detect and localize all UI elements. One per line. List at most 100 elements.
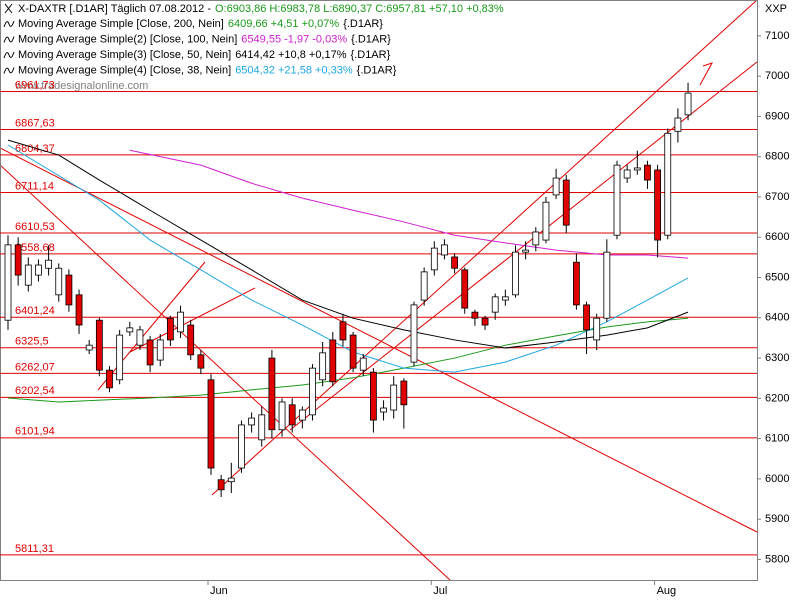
candle-body (471, 311, 479, 319)
level-label: 6961,73 (15, 79, 55, 91)
y-tick-label: 5800 (765, 553, 789, 565)
candle-body (55, 267, 63, 296)
candle-body (633, 167, 641, 171)
y-tick-label: 7100 (765, 30, 789, 42)
legend-name: Moving Average Simple(3) [Close, 50, Nei… (18, 49, 231, 61)
candle-body (35, 264, 42, 276)
candle-body (329, 339, 337, 383)
x-tick-label: Jun (210, 585, 228, 597)
candle-body (166, 317, 174, 341)
candle-body (623, 169, 631, 179)
plot-frame (0, 0, 758, 581)
candle-body (268, 357, 276, 431)
level-label: 6262,07 (15, 361, 55, 373)
trend-line (97, 261, 206, 391)
y-tick-label: 5900 (765, 513, 789, 525)
legend-name: Moving Average Simple(2) [Close, 100, Ne… (18, 33, 237, 45)
candle-body (197, 354, 205, 369)
y-tick-label: 6800 (765, 151, 789, 163)
y-tick-label: 6000 (765, 473, 789, 485)
legend-row: Moving Average Simple(4) [Close, 38, Nei… (18, 64, 397, 76)
y-tick-label: 6900 (765, 110, 789, 122)
y-tick-label: 6200 (765, 392, 789, 404)
candle-body (227, 477, 235, 483)
candle-body (593, 317, 601, 341)
candle-body (146, 339, 154, 366)
candle-body (75, 294, 83, 326)
candle-body (349, 334, 357, 369)
y-axis-label: XXP (765, 3, 787, 15)
level-label: 6101,94 (15, 426, 55, 438)
candle-body (390, 384, 398, 411)
candle-body (126, 327, 134, 333)
candle-body (491, 296, 499, 313)
legend-row: Moving Average Simple(2) [Close, 100, Ne… (18, 33, 391, 45)
trend-line (0, 147, 758, 533)
candle-body (156, 339, 164, 361)
candle-body (65, 274, 73, 306)
candle-body (684, 92, 692, 116)
moving-average-line (129, 149, 689, 259)
candle-body (369, 371, 377, 421)
candle-body (461, 269, 469, 309)
candle-body (583, 304, 590, 331)
candle-body (217, 479, 225, 491)
level-label: 6711,14 (15, 180, 54, 192)
legend-icon (3, 20, 15, 28)
candle-body (45, 259, 52, 269)
level-label: 6867,63 (15, 117, 55, 129)
candle-body (24, 264, 32, 286)
candle-body (339, 321, 347, 341)
level-label: 6401,24 (15, 305, 55, 317)
candle-body (664, 132, 672, 236)
legend-icon (4, 3, 13, 14)
level-label: 6804,37 (15, 143, 55, 155)
candle-body (248, 417, 256, 426)
candle-body (501, 296, 509, 301)
level-label: 6558,68 (15, 242, 55, 254)
y-tick-label: 6700 (765, 191, 789, 203)
candle-body (400, 380, 408, 406)
legend-icon (3, 67, 15, 74)
x-tick-label: Jul (433, 585, 447, 597)
legend-value: 6409,66 +4,51 +0,07% (228, 18, 340, 30)
candle-body (238, 424, 245, 469)
legend-value: 6549,55 -1,97 -0,03% (241, 33, 347, 45)
candle-body (4, 244, 12, 321)
candle-body (522, 249, 530, 253)
arrow (699, 62, 714, 86)
candle-body (288, 404, 296, 426)
candle-body (603, 251, 611, 319)
candle-body (613, 164, 621, 236)
candle-body (532, 231, 540, 246)
legend-value: 6504,32 +21,58 +0,33% (235, 64, 353, 76)
candle-body (420, 271, 428, 301)
y-tick-label: 6400 (765, 312, 789, 324)
candle-body (359, 357, 367, 371)
legend-suffix: {.D1AR} (357, 64, 397, 76)
candle-body (136, 329, 144, 346)
candle-body (309, 367, 316, 416)
legend-value: 6414,42 +10,8 +0,17% (235, 49, 347, 61)
legend-row: Moving Average Simple(3) [Close, 50, Nei… (18, 49, 391, 61)
candle-body (542, 201, 550, 241)
legend-suffix: {.D1AR} (351, 49, 391, 61)
candle-body (430, 247, 438, 271)
candle-body (410, 304, 418, 363)
y-tick-label: 7000 (765, 70, 789, 82)
candle-body (85, 344, 93, 351)
moving-average-line (7, 139, 689, 349)
legend-row: Moving Average Simple [Close, 200, Nein]… (18, 18, 383, 30)
candle-body (441, 244, 448, 256)
level-label: 5811,31 (15, 543, 54, 555)
legend-suffix: {.D1AR} (343, 18, 383, 30)
candle-body (562, 179, 570, 226)
legend-icon (3, 51, 15, 59)
candle-body (278, 401, 286, 431)
candle-body (207, 379, 215, 469)
candle-body (95, 319, 103, 371)
trend-line (0, 164, 451, 581)
candle-body (654, 169, 661, 241)
candle-body (298, 409, 306, 421)
